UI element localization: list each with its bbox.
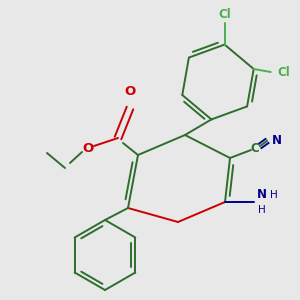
Text: H: H [270,190,278,200]
Text: O: O [82,142,94,154]
Text: H: H [258,205,266,215]
Text: C: C [250,142,260,154]
Text: N: N [257,188,267,202]
Text: Cl: Cl [278,65,290,79]
Text: N: N [272,134,282,146]
Text: Cl: Cl [218,8,231,21]
Text: O: O [124,85,136,98]
